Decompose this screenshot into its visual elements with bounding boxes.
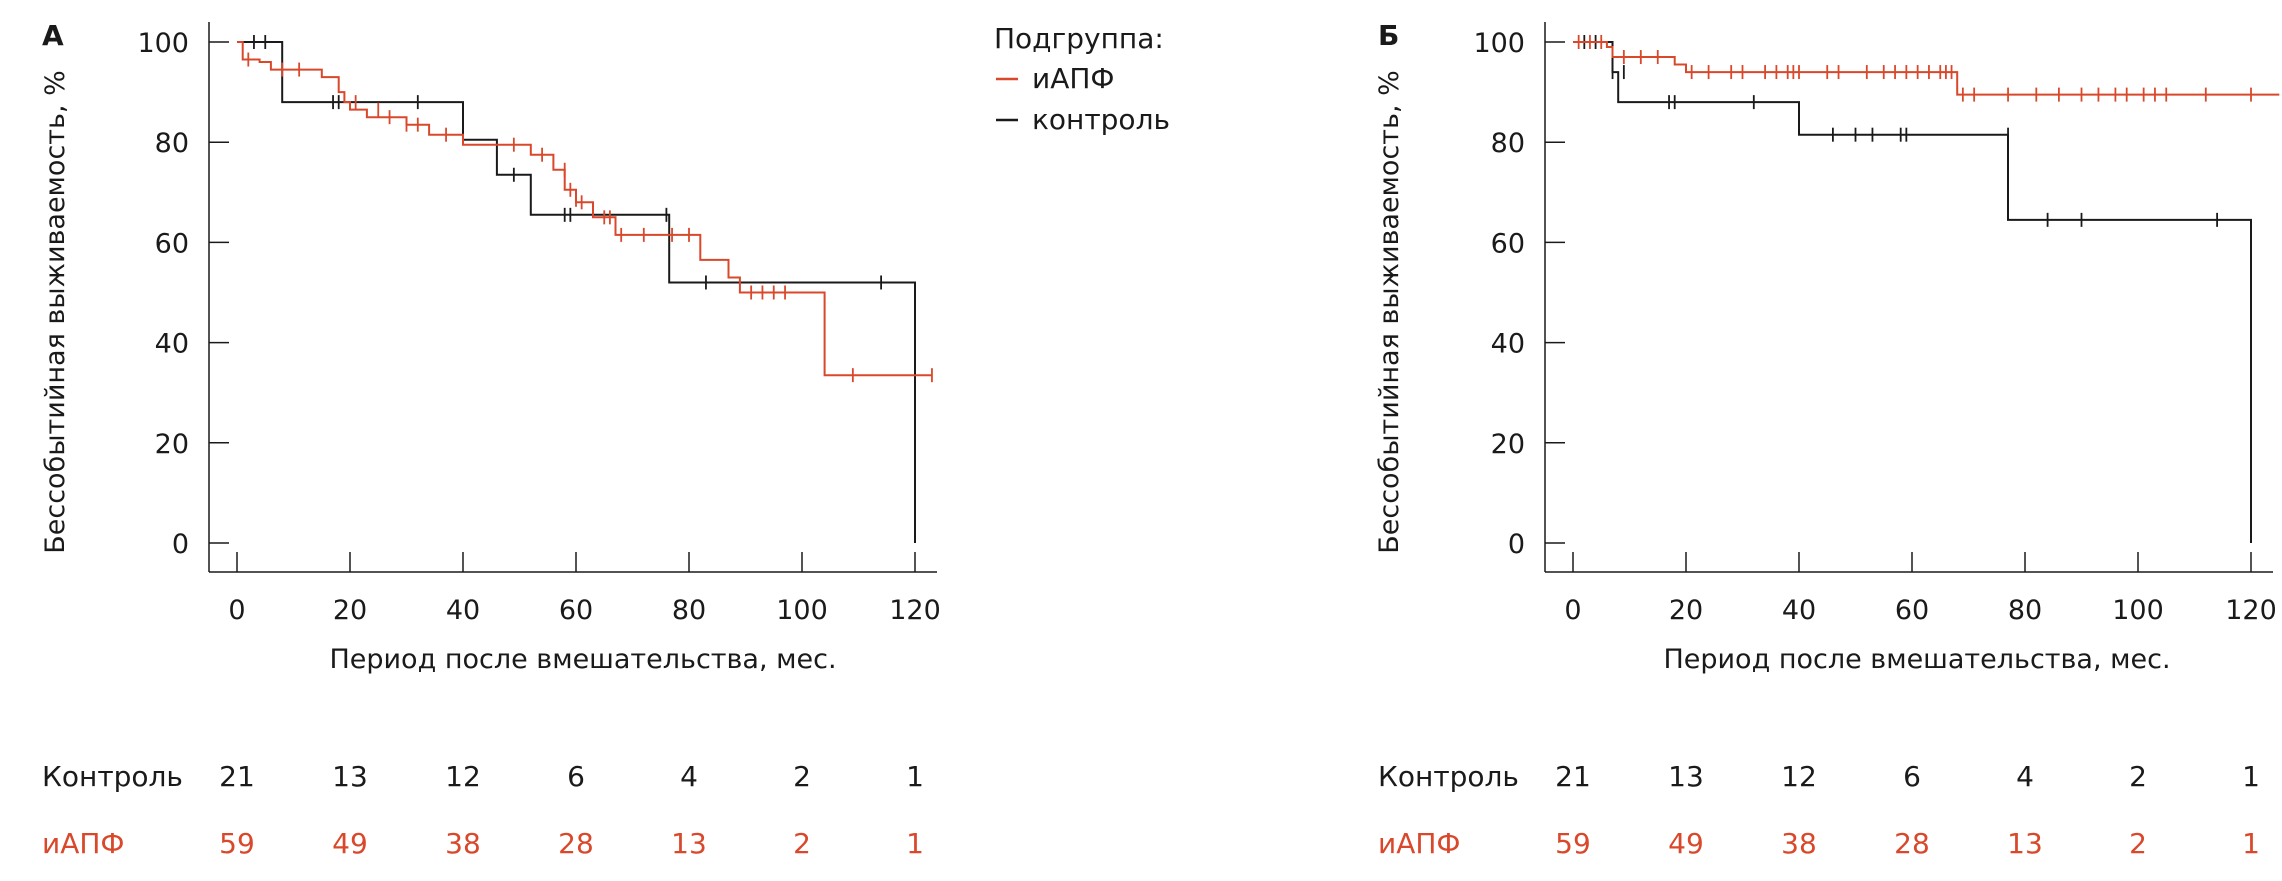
risk-value-iapf: 28	[1894, 827, 1930, 860]
risk-row-label-iapf: иАПФ	[42, 827, 125, 860]
x-tick-label: 20	[1669, 595, 1703, 626]
y-tick-label: 0	[172, 529, 189, 560]
km-curve-iapf	[1573, 41, 2280, 96]
legend: Подгруппа: иАПФ контроль	[994, 22, 1170, 136]
x-tick-label: 40	[1782, 595, 1816, 626]
panel-a-series	[237, 35, 933, 543]
panel-b-series	[1573, 35, 2280, 543]
x-tick-label: 80	[2008, 595, 2042, 626]
risk-value-control: 4	[2016, 760, 2034, 793]
y-tick-label: 80	[1491, 128, 1525, 159]
x-tick-label: 0	[228, 595, 245, 626]
y-tick-label: 60	[155, 228, 189, 259]
x-tick-label: 20	[333, 595, 367, 626]
risk-value-iapf: 2	[2129, 827, 2147, 860]
risk-value-control: 6	[567, 760, 585, 793]
legend-title: Подгруппа:	[994, 22, 1164, 55]
km-curve-control	[237, 41, 916, 543]
y-tick-label: 60	[1491, 228, 1525, 259]
legend-label-control: контроль	[1032, 103, 1170, 136]
x-tick-label: 120	[889, 595, 941, 626]
risk-value-control: 2	[2129, 760, 2147, 793]
km-curve-iapf	[237, 41, 932, 377]
risk-value-iapf: 13	[2007, 827, 2043, 860]
risk-value-iapf: 38	[1781, 827, 1817, 860]
y-tick-label: 40	[155, 329, 189, 360]
panel-a-y-axis-title: Бессобытийная выживаемость, %	[40, 70, 71, 554]
risk-value-control: 21	[1555, 760, 1591, 793]
risk-row-label-control: Контроль	[1378, 760, 1519, 793]
risk-value-control: 13	[332, 760, 368, 793]
panel-b-x-axis-title: Период после вмешательства, мес.	[1663, 644, 2170, 675]
panel-b-y-axis-title: Бессобытийная выживаемость, %	[1374, 70, 1405, 554]
risk-row-label-control: Контроль	[42, 760, 183, 793]
km-curve-control	[1573, 41, 2252, 543]
x-tick-label: 100	[2112, 595, 2164, 626]
risk-value-iapf: 49	[1668, 827, 1704, 860]
x-tick-label: 100	[776, 595, 828, 626]
y-tick-label: 0	[1508, 529, 1525, 560]
panel-a-letter: А	[42, 19, 64, 52]
risk-value-control: 2	[793, 760, 811, 793]
risk-value-control: 1	[2242, 760, 2260, 793]
risk-value-iapf: 2	[793, 827, 811, 860]
x-tick-label: 60	[1895, 595, 1929, 626]
y-tick-label: 80	[155, 128, 189, 159]
risk-value-control: 6	[1903, 760, 1921, 793]
panel-b-letter: Б	[1378, 19, 1399, 52]
risk-value-control: 12	[1781, 760, 1817, 793]
risk-value-iapf: 49	[332, 827, 368, 860]
risk-value-control: 4	[680, 760, 698, 793]
risk-value-control: 12	[445, 760, 481, 793]
risk-value-iapf: 13	[671, 827, 707, 860]
risk-value-control: 21	[219, 760, 255, 793]
panel-a-ticks: 0 20 40 60 80 100 0 20 40 60 80 100 120	[137, 22, 941, 626]
risk-value-iapf: 38	[445, 827, 481, 860]
y-tick-label: 20	[1491, 429, 1525, 460]
y-tick-label: 100	[1473, 28, 1525, 59]
panel-a: А Период после вмешательства, мес. Бессо…	[40, 19, 941, 860]
x-tick-label: 60	[559, 595, 593, 626]
panel-b: Б Период после вмешательства, мес. Бессо…	[1374, 19, 2280, 860]
risk-value-iapf: 1	[906, 827, 924, 860]
x-tick-label: 0	[1564, 595, 1581, 626]
risk-value-iapf: 28	[558, 827, 594, 860]
y-tick-label: 20	[155, 429, 189, 460]
risk-value-control: 1	[906, 760, 924, 793]
x-tick-label: 40	[446, 595, 480, 626]
x-tick-label: 80	[672, 595, 706, 626]
panel-b-ticks: 0 20 40 60 80 100 0 20 40 60 80 100 120	[1473, 22, 2277, 626]
risk-value-control: 13	[1668, 760, 1704, 793]
x-tick-label: 120	[2225, 595, 2277, 626]
legend-label-iapf: иАПФ	[1032, 62, 1115, 95]
risk-value-iapf: 59	[219, 827, 255, 860]
panel-a-x-axis-title: Период после вмешательства, мес.	[329, 644, 836, 675]
y-tick-label: 100	[137, 28, 189, 59]
risk-value-iapf: 59	[1555, 827, 1591, 860]
risk-value-iapf: 1	[2242, 827, 2260, 860]
y-tick-label: 40	[1491, 329, 1525, 360]
risk-row-label-iapf: иАПФ	[1378, 827, 1461, 860]
